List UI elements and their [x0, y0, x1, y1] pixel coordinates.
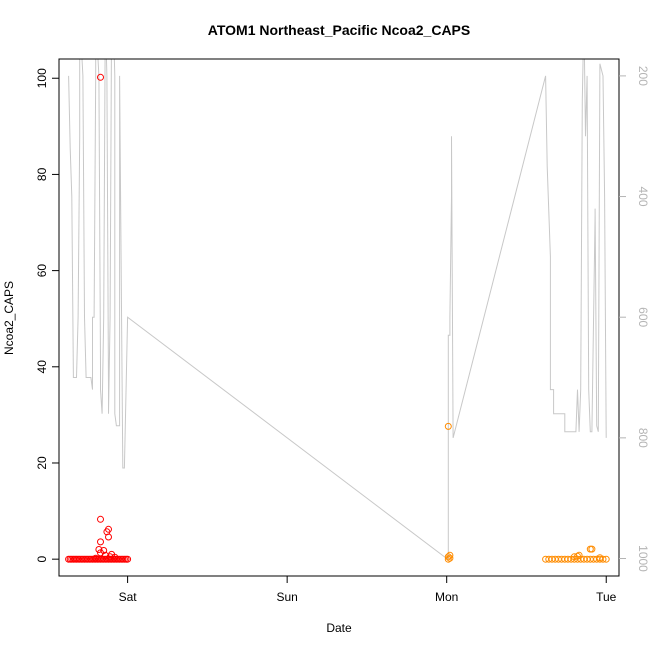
plot-frame	[58, 58, 620, 577]
data-point	[588, 545, 596, 553]
data-point	[97, 73, 104, 81]
y-tick-label: 0	[35, 556, 49, 563]
y2-tick-label: 400	[636, 187, 650, 207]
x-axis-label: Date	[326, 621, 352, 635]
y-axis-right: 200 400 600 800 1000	[619, 66, 650, 572]
data-point	[596, 554, 604, 562]
data-point	[108, 550, 116, 558]
data-point	[575, 551, 583, 559]
y2-tick-label: 1000	[636, 545, 650, 572]
x-tick-label: Sun	[276, 590, 297, 604]
data-point	[100, 547, 108, 554]
y2-tick-label: 200	[636, 66, 650, 86]
y-axis-label: Ncoa2_CAPS	[2, 281, 16, 355]
x-axis: Sat Sun Mon Tue	[119, 576, 617, 604]
y-axis-left: 0 20 40 60 80 100	[35, 68, 59, 563]
data-point	[444, 553, 452, 561]
x-tick-label: Sat	[119, 590, 138, 604]
y-tick-label: 100	[35, 68, 49, 88]
data-point	[446, 551, 454, 559]
data-point	[574, 552, 581, 560]
y-tick-label: 80	[35, 167, 49, 181]
chart-title: ATOM1 Northeast_Pacific Ncoa2_CAPS	[208, 22, 470, 38]
y-tick-label: 40	[35, 360, 49, 374]
depth-line	[68, 59, 607, 559]
data-point	[602, 555, 610, 563]
data-point	[124, 555, 132, 563]
data-point	[97, 538, 104, 546]
data-point	[95, 546, 103, 553]
y-tick-label: 60	[35, 264, 49, 278]
data-point	[444, 555, 452, 563]
x-tick-label: Mon	[435, 590, 458, 604]
data-point	[570, 553, 578, 561]
y2-tick-label: 600	[636, 307, 650, 327]
depth-series-layer	[68, 59, 607, 559]
data-point	[103, 528, 111, 536]
y2-tick-label: 800	[636, 428, 650, 448]
data-point	[446, 554, 454, 562]
y-tick-label: 20	[35, 456, 49, 470]
data-point	[97, 515, 104, 523]
points-layer	[65, 73, 610, 563]
data-point	[444, 422, 452, 430]
data-point	[92, 554, 100, 562]
x-tick-label: Tue	[596, 590, 617, 604]
